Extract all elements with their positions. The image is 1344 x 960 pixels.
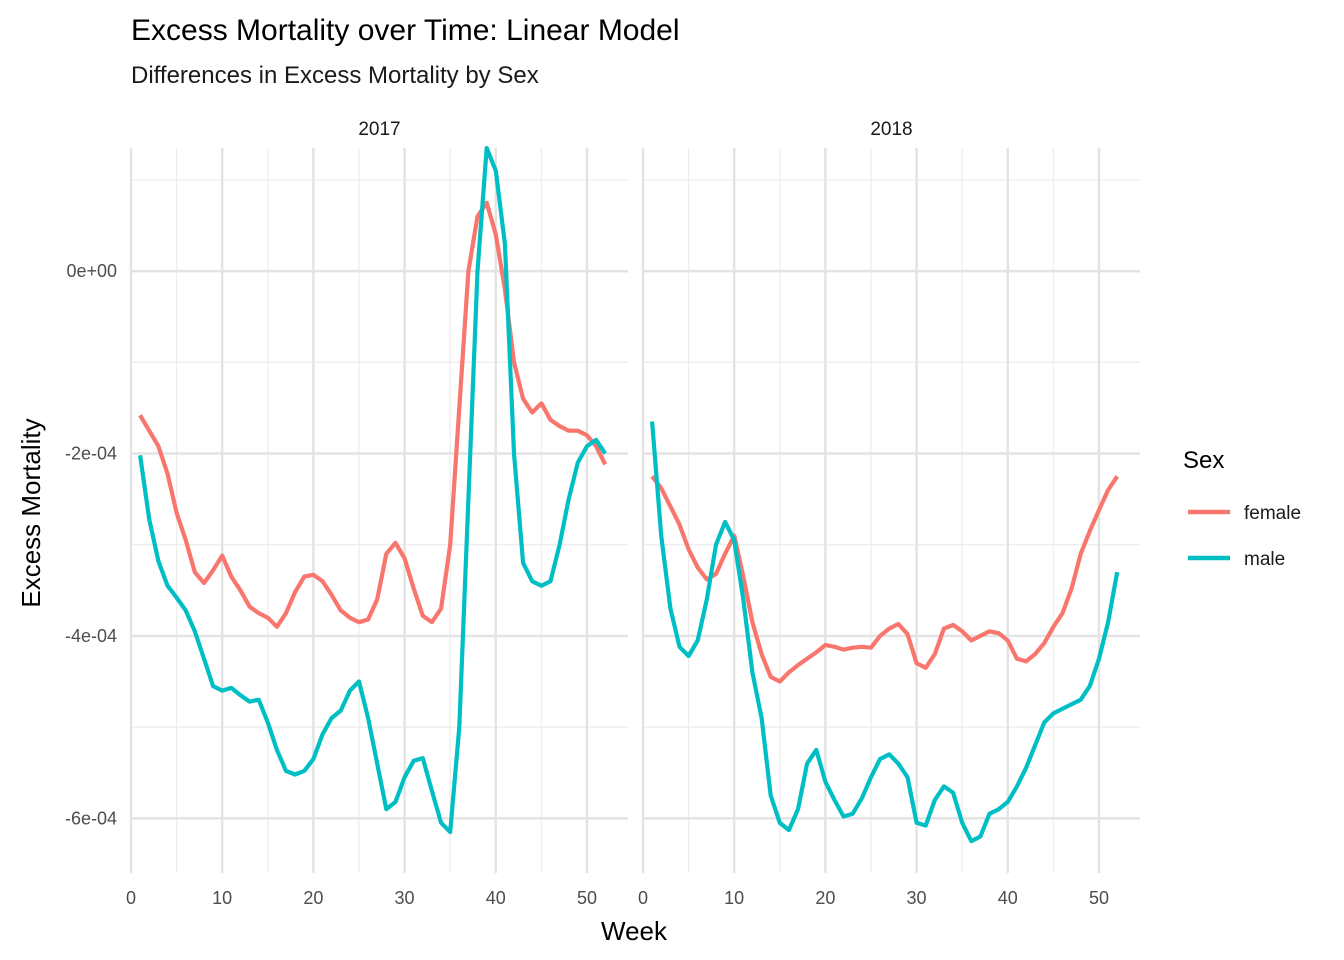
y-tick-label: -4e-04 (65, 626, 117, 646)
chart-title: Excess Mortality over Time: Linear Model (131, 14, 680, 47)
facet-panel-2018: 2018 0 10 20 30 40 50 (638, 119, 1140, 908)
x-tick-label: 10 (212, 888, 232, 908)
chart-subtitle: Differences in Excess Mortality by Sex (131, 62, 539, 89)
x-tick-label: 10 (724, 888, 744, 908)
x-tick-label: 40 (486, 888, 506, 908)
x-tick-label: 20 (815, 888, 835, 908)
x-tick-label: 0 (126, 888, 136, 908)
x-tick-label: 50 (1089, 888, 1109, 908)
x-tick-label: 40 (998, 888, 1018, 908)
y-axis-title: Excess Mortality (16, 418, 46, 607)
x-tick-label: 0 (638, 888, 648, 908)
x-tick-label: 20 (303, 888, 323, 908)
facet-label-2017: 2017 (358, 119, 400, 140)
legend-label-female: female (1244, 503, 1301, 524)
facet-panel-2017: 2017 0 10 20 30 40 50 0e+00 -2e-04 -4e-04 -6e-04 (65, 119, 628, 908)
legend: Sex female male (1183, 447, 1301, 570)
series-line-female-2017 (138, 200, 608, 629)
x-axis-title: Week (601, 916, 668, 946)
facet-label-2018: 2018 (870, 119, 912, 140)
legend-items: female male (1188, 503, 1301, 570)
x-tick-label: 50 (577, 888, 597, 908)
y-tick-label: -6e-04 (65, 808, 117, 828)
series-line-male-2017 (138, 145, 607, 835)
series-line-female-2018 (650, 475, 1119, 684)
legend-label-male: male (1244, 549, 1285, 570)
legend-title: Sex (1183, 447, 1224, 474)
series-line-male-2018 (650, 421, 1120, 844)
x-tick-label: 30 (395, 888, 415, 908)
y-tick-label: -2e-04 (65, 444, 117, 464)
x-tick-label: 30 (907, 888, 927, 908)
y-tick-label: 0e+00 (66, 261, 117, 281)
